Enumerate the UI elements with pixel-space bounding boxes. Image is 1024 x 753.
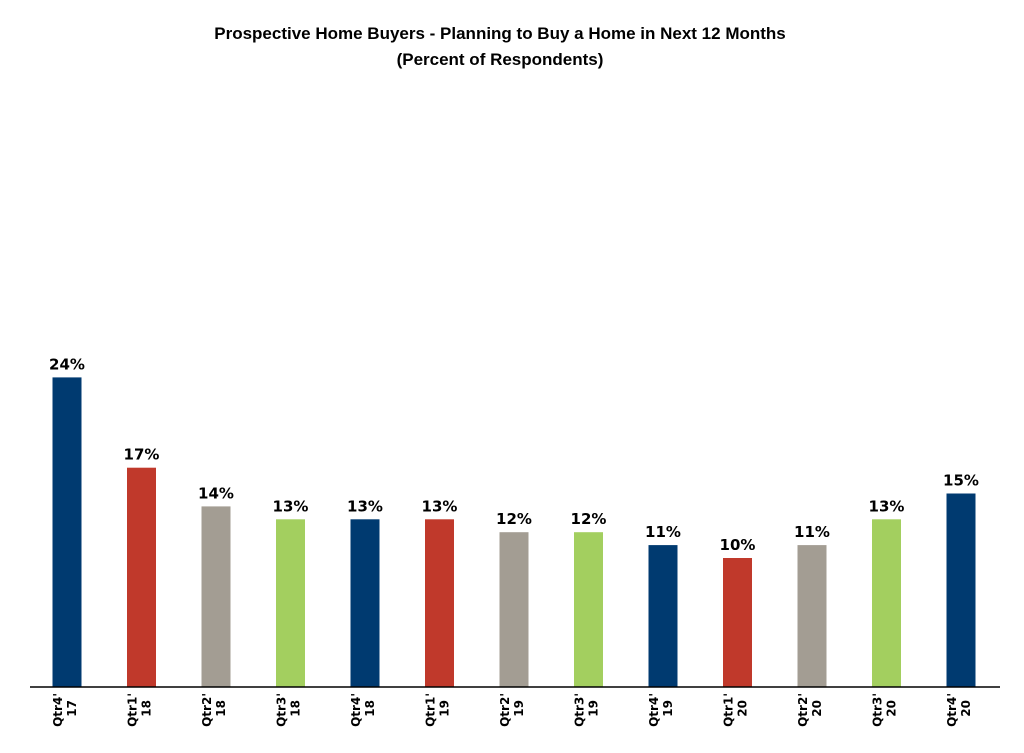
bar-value-label: 24% <box>49 355 85 373</box>
bar <box>797 545 827 687</box>
category-tick-label: Qtr1'19 <box>424 693 452 727</box>
bar-value-label: 11% <box>645 523 681 541</box>
tick-label-quarter: Qtr3' <box>275 693 289 727</box>
tick-label-year: 18 <box>214 700 228 717</box>
tick-label-quarter: Qtr2' <box>796 693 810 727</box>
tick-label-year: 19 <box>512 700 526 717</box>
tick-label-quarter: Qtr1' <box>126 693 140 727</box>
tick-label-quarter: Qtr1' <box>424 693 438 727</box>
tick-label-year: 18 <box>363 700 377 717</box>
category-tick-label: Qtr2'18 <box>200 693 228 727</box>
value-labels-group: 24% 17% 14% 13% 13% 13% 12% 12% 11% 10% 11% 13% 15% <box>49 355 979 554</box>
category-tick-label: Qtr2'20 <box>796 693 824 727</box>
bar-value-label: 13% <box>869 497 905 515</box>
bar-value-label: 12% <box>496 510 532 528</box>
tick-label-year: 20 <box>810 700 824 717</box>
tick-label-quarter: Qtr4' <box>647 693 661 727</box>
category-tick-label: Qtr4'18 <box>349 693 377 727</box>
tick-label-quarter: Qtr4' <box>945 693 959 727</box>
bar <box>276 519 305 687</box>
tick-label-year: 20 <box>885 700 899 717</box>
bar <box>201 506 231 687</box>
category-tick-label: Qtr1'20 <box>722 693 750 727</box>
bar <box>350 519 380 687</box>
bar-value-label: 10% <box>720 536 756 554</box>
tick-label-quarter: Qtr1' <box>722 693 736 727</box>
bar <box>127 467 156 687</box>
bar <box>574 532 603 687</box>
category-tick-label: Qtr4'17 <box>51 693 79 727</box>
bar-value-label: 13% <box>422 497 458 515</box>
bar-value-label: 17% <box>124 446 160 464</box>
bar <box>52 377 82 687</box>
bars-group <box>52 377 976 687</box>
tick-label-year: 19 <box>438 700 452 717</box>
bar-value-label: 13% <box>347 497 383 515</box>
category-tick-label: Qtr3'18 <box>275 693 303 727</box>
bar <box>425 519 454 687</box>
bar <box>723 558 752 687</box>
tick-label-quarter: Qtr3' <box>871 693 885 727</box>
tick-label-quarter: Qtr2' <box>200 693 214 727</box>
chart-subtitle: (Percent of Respondents) <box>397 50 604 69</box>
bar-value-label: 12% <box>571 510 607 528</box>
bar <box>499 532 529 687</box>
category-tick-label: Qtr3'19 <box>573 693 601 727</box>
tick-label-year: 20 <box>736 700 750 717</box>
tick-label-quarter: Qtr2' <box>498 693 512 727</box>
tick-label-year: 18 <box>140 700 154 717</box>
tick-label-year: 18 <box>289 700 303 717</box>
bar-value-label: 14% <box>198 484 234 502</box>
category-tick-label: Qtr4'19 <box>647 693 675 727</box>
bar <box>648 545 678 687</box>
category-tick-label: Qtr2'19 <box>498 693 526 727</box>
tick-label-quarter: Qtr4' <box>349 693 363 727</box>
tick-label-quarter: Qtr3' <box>573 693 587 727</box>
bar <box>872 519 901 687</box>
category-tick-label: Qtr3'20 <box>871 693 899 727</box>
category-axis-labels: Qtr4'17 Qtr1'18 Qtr2'18 Qtr3'18 Qtr4'18 Qtr1'… <box>51 693 973 727</box>
category-tick-label: Qtr4'20 <box>945 693 973 727</box>
bar <box>946 493 976 687</box>
chart-title: Prospective Home Buyers - Planning to Bu… <box>214 24 786 43</box>
bar-value-label: 11% <box>794 523 830 541</box>
bar-value-label: 13% <box>273 497 309 515</box>
tick-label-year: 19 <box>587 700 601 717</box>
tick-label-year: 20 <box>959 700 973 717</box>
category-tick-label: Qtr1'18 <box>126 693 154 727</box>
bar-value-label: 15% <box>943 472 979 490</box>
tick-label-year: 19 <box>661 700 675 717</box>
tick-label-year: 17 <box>65 700 79 717</box>
tick-label-quarter: Qtr4' <box>51 693 65 727</box>
